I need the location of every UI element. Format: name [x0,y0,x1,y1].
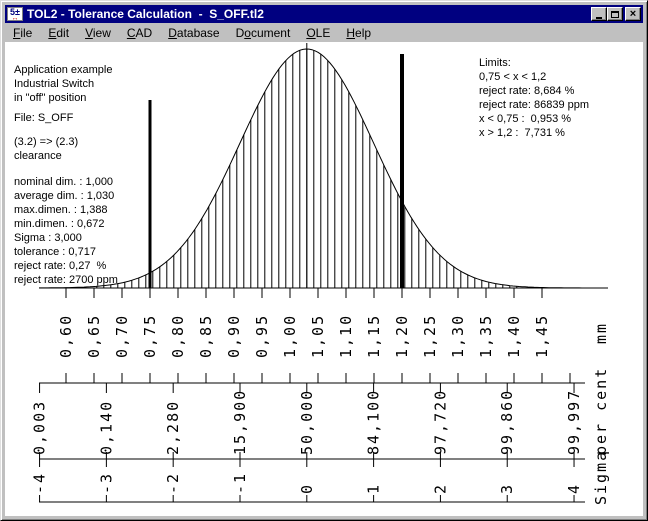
svg-text:0,75: 0,75 [141,314,159,358]
statistics-line: nominal dim. : 1,000 [14,176,114,188]
relation: (3.2) => (2.3) clearance [14,135,118,163]
distribution-curve [39,48,606,289]
svg-text:1,35: 1,35 [477,314,495,358]
close-button[interactable]: × [625,7,641,21]
menu-item-view[interactable]: View [85,25,111,40]
svg-text:0,85: 0,85 [197,314,215,358]
window-controls: × [591,7,641,21]
mm-axis: 0,60 0,65 0,70 0,75 0,80 0,85 0,90 0,95 1,00 1,05… [39,287,610,358]
svg-text:4: 4 [565,483,583,494]
svg-text:mm: mm [592,322,610,344]
svg-text:0,95: 0,95 [253,314,271,358]
statistics: nominal dim. : 1,000 average dim. : 1,030… [14,175,118,287]
tolerance-arrows-icon: ↔ [11,15,19,22]
svg-text:1,05: 1,05 [309,314,327,358]
svg-text:1,20: 1,20 [393,314,411,358]
statistics-line: tolerance : 0,717 [14,246,96,258]
svg-text:1,45: 1,45 [533,314,551,358]
maximize-icon [611,10,619,18]
menu-item-file[interactable]: File [13,25,33,40]
window-title: TOL2 - Tolerance Calculation - S_OFF.tl2 [27,7,264,21]
sigma-axis: -4 -3 -2 -1 0 1 2 3 4 Sigma [31,450,610,505]
menu-item-cad[interactable]: CAD [126,25,153,40]
svg-text:97,720: 97,720 [431,389,449,455]
title-bar[interactable]: 5± ↔ TOL2 - Tolerance Calculation - S_OFF… [5,5,643,23]
app-icon: 5± ↔ [7,7,23,22]
svg-text:2,280: 2,280 [164,400,182,455]
relation-line: clearance [14,150,62,162]
svg-text:1,40: 1,40 [505,314,523,358]
minimize-icon [596,16,602,19]
file-name-line: File: S_OFF [14,112,74,124]
svg-text:1,25: 1,25 [421,314,439,358]
svg-text:50,000: 50,000 [298,389,316,455]
svg-text:1,30: 1,30 [449,314,467,358]
svg-text:99,997: 99,997 [565,389,583,455]
limits-line: reject rate: 8,684 % [479,85,575,97]
statistics-line: Sigma : 3,000 [14,232,82,244]
svg-text:1,10: 1,10 [337,314,355,358]
limits: Limits: 0,75 < x < 1,2 reject rate: 8,684 … [479,56,589,140]
limits-line: 0,75 < x < 1,2 [479,71,547,83]
menu-item-database[interactable]: Database [168,25,220,40]
close-icon: × [629,8,637,20]
menu-item-document[interactable]: Document [235,25,291,40]
application-note-line: in "off" position [14,92,87,104]
svg-text:2: 2 [431,483,449,494]
menu-item-edit[interactable]: Edit [48,25,70,40]
menu-item-ole[interactable]: OLE [306,25,331,40]
svg-text:per cent: per cent [592,367,610,455]
svg-text:1: 1 [365,483,383,494]
limits-line: x < 0,75 : 0,953 % [479,113,572,125]
tolerance-chart: 0,60 0,65 0,70 0,75 0,80 0,85 0,90 0,95 1,00 1,05… [31,43,610,505]
svg-text:-1: -1 [231,472,249,494]
svg-text:1,00: 1,00 [281,314,299,358]
svg-text:99,860: 99,860 [498,389,516,455]
svg-text:-2: -2 [164,472,182,494]
svg-text:-3: -3 [97,472,115,494]
svg-text:-4: -4 [31,472,49,494]
chart-canvas: 0,60 0,65 0,70 0,75 0,80 0,85 0,90 0,95 1,00 1,05… [5,42,643,516]
svg-text:0,003: 0,003 [31,400,49,455]
svg-text:0,60: 0,60 [57,314,75,358]
svg-text:15,900: 15,900 [231,389,249,455]
statistics-line: max.dimen. : 1,388 [14,204,108,216]
menu-bar: File Edit View CAD Database Document OLE Help [5,23,643,42]
menu-item-help[interactable]: Help [346,25,372,40]
limits-line: reject rate: 86839 ppm [479,99,590,111]
application-note: Application example Industrial Switch in "… [14,63,118,105]
statistics-line: average dim. : 1,030 [14,190,115,202]
percent-axis: 0,003 0,140 2,280 15,900 50,000 84,100 97,720 9… [31,367,610,455]
limits-line: x > 1,2 : 7,731 % [479,127,565,139]
left-info-panel: Application example Industrial Switch in "… [14,63,118,287]
application-note-line: Industrial Switch [14,78,95,90]
svg-text:3: 3 [498,483,516,494]
maximize-button[interactable] [607,7,623,21]
file-name: File: S_OFF [14,111,118,125]
svg-text:0,80: 0,80 [169,314,187,358]
statistics-line: reject rate: 0,27 % [14,260,107,272]
svg-text:0,90: 0,90 [225,314,243,358]
statistics-line: min.dimen. : 0,672 [14,218,105,230]
svg-text:0: 0 [298,483,316,494]
svg-text:1,15: 1,15 [365,314,383,358]
svg-text:0,70: 0,70 [113,314,131,358]
statistics-line: reject rate: 2700 ppm [14,274,118,286]
svg-text:0,65: 0,65 [85,314,103,358]
minimize-button[interactable] [591,7,607,21]
relation-line: (3.2) => (2.3) [14,136,79,148]
svg-text:84,100: 84,100 [365,389,383,455]
svg-text:Sigma: Sigma [592,450,610,505]
limits-panel: Limits: 0,75 < x < 1,2 reject rate: 8,684 … [479,56,589,140]
application-note-line: Application example [14,64,113,76]
svg-text:0,140: 0,140 [97,400,115,455]
limits-line: Limits: [479,57,511,69]
